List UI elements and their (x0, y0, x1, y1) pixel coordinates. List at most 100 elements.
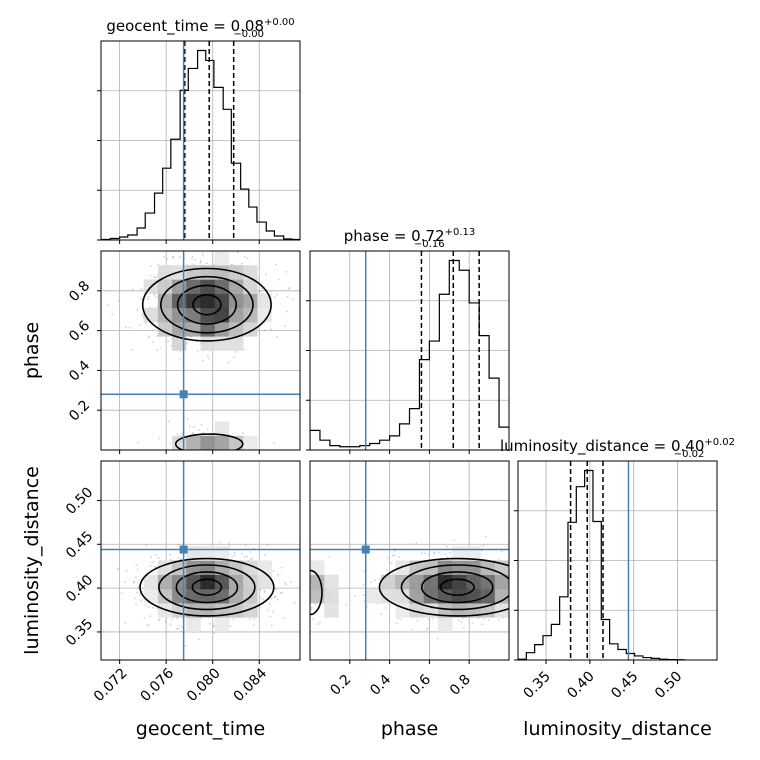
hist-bar (390, 436, 400, 450)
sample-point (226, 452, 228, 454)
sample-point (519, 584, 521, 586)
sample-point (446, 556, 449, 559)
sample-point (175, 452, 177, 454)
sample-point (209, 451, 211, 453)
sample-point (519, 577, 521, 579)
density-cell (409, 574, 425, 590)
sample-point (293, 602, 296, 604)
sample-point (262, 455, 264, 457)
sample-point (283, 577, 285, 579)
hist-bar (429, 341, 439, 450)
sample-point (532, 583, 534, 585)
sample-point (535, 589, 537, 591)
sample-point (285, 601, 287, 603)
density-cell (214, 560, 230, 576)
sample-point (263, 591, 266, 594)
hist-step (310, 259, 509, 450)
sample-point (147, 298, 150, 301)
sample-point (267, 608, 270, 611)
sample-point (528, 594, 530, 596)
sample-point (302, 566, 304, 568)
title-lower: −0.16 (414, 239, 445, 250)
sample-point (388, 561, 391, 563)
sample-point (302, 594, 304, 596)
sample-point (293, 585, 295, 587)
sample-point (228, 553, 231, 556)
density-cell (214, 603, 230, 618)
sample-point (513, 588, 515, 590)
sample-point (158, 557, 160, 560)
sample-point (509, 570, 511, 572)
sample-point (246, 555, 248, 558)
sample-point (485, 535, 487, 538)
sample-point (182, 455, 184, 457)
density-cell (228, 307, 244, 323)
sample-point (184, 645, 187, 648)
title-lower: −0.00 (233, 29, 264, 40)
sample-point (151, 606, 154, 609)
sample-point (251, 557, 254, 560)
sample-point (146, 623, 149, 626)
sample-point (519, 582, 521, 584)
sample-point (269, 454, 271, 456)
sample-point (314, 603, 317, 606)
sample-point (225, 451, 227, 453)
sample-point (431, 618, 434, 620)
sample-point (241, 262, 244, 265)
sample-point (446, 545, 449, 548)
sample-point (257, 277, 260, 280)
density-cell (186, 322, 201, 337)
sample-point (416, 619, 419, 622)
hist-bar (163, 168, 171, 240)
sample-point (306, 616, 308, 618)
sample-point (291, 607, 293, 609)
y-tick-label: 0.8 (66, 278, 93, 305)
sample-point (275, 336, 278, 338)
sample-point (135, 564, 138, 567)
hist-bar (568, 522, 576, 660)
sample-point (525, 567, 527, 569)
hist-bar (400, 424, 410, 450)
sample-point (539, 574, 541, 576)
sample-point (241, 552, 243, 555)
sample-point (532, 591, 534, 593)
title-upper: +0.00 (264, 17, 295, 28)
sample-point (520, 586, 522, 588)
sample-point (458, 619, 461, 622)
sample-point (526, 589, 528, 591)
sample-point (228, 544, 231, 547)
sample-point (158, 619, 160, 621)
sample-point (180, 630, 183, 633)
sample-point (271, 610, 274, 613)
sample-point (292, 298, 295, 301)
sample-point (269, 603, 271, 606)
contour-level (139, 557, 275, 617)
density-cell (200, 574, 216, 590)
sample-point (516, 564, 518, 566)
sample-point (421, 552, 424, 555)
sample-point (159, 347, 162, 350)
sample-point (482, 544, 485, 547)
sample-point (512, 601, 514, 603)
sample-point (293, 606, 295, 608)
sample-point (305, 600, 307, 602)
sample-point (310, 608, 313, 611)
sample-point (191, 432, 194, 435)
sample-point (158, 437, 161, 440)
sample-point (231, 555, 234, 558)
contour-level (400, 564, 509, 611)
sample-point (370, 581, 373, 584)
density-cell (395, 588, 410, 604)
sample-point (525, 584, 527, 586)
sample-point (523, 611, 525, 613)
density-cell (381, 574, 396, 590)
sample-point (536, 610, 538, 612)
sample-point (282, 616, 285, 619)
sample-point (176, 617, 179, 620)
truth-marker (361, 545, 370, 554)
density-cell (324, 574, 339, 590)
density-cell (437, 560, 453, 576)
sample-point (319, 621, 321, 624)
density-cell (228, 588, 244, 604)
sample-point (135, 576, 137, 579)
